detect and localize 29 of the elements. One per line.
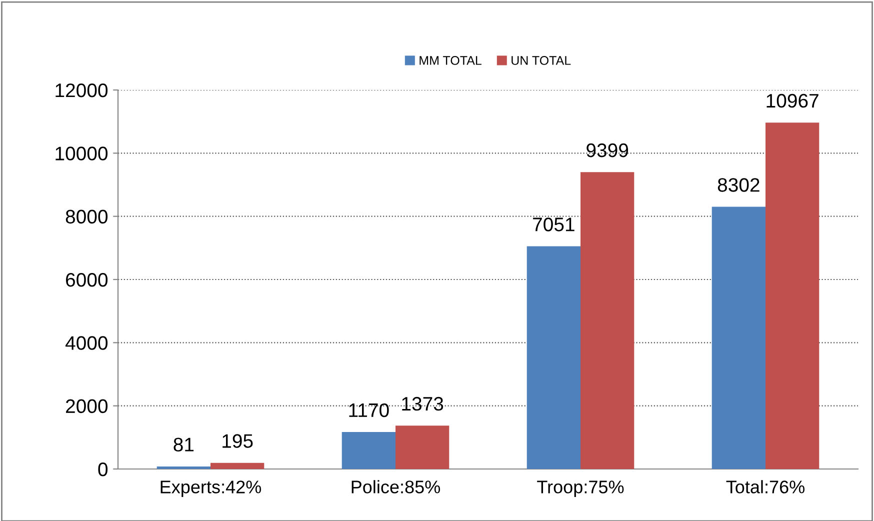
data-label: 1170 [349, 403, 389, 418]
legend-label: UN TOTAL [512, 56, 571, 65]
y-tick-label: 4000 [65, 336, 108, 350]
bar [396, 426, 450, 469]
y-tick-label: 2000 [66, 399, 108, 414]
data-label: 10967 [766, 94, 818, 108]
data-label: 195 [222, 434, 253, 448]
x-tick-label: Experts:42% [160, 480, 262, 497]
data-label: 81 [174, 438, 194, 452]
legend-label: MM TOTAL [420, 56, 482, 65]
bar [766, 122, 820, 469]
y-tick-label: 6000 [66, 272, 108, 287]
bar [156, 466, 210, 469]
bar [580, 172, 634, 469]
y-tick-label: 0 [98, 462, 108, 476]
y-tick-label: 8000 [66, 210, 108, 224]
y-tick-label: 10000 [56, 146, 108, 160]
data-label: 9399 [586, 143, 628, 158]
x-tick-label: Total:76% [726, 480, 805, 494]
bar [712, 206, 766, 469]
x-tick-label: Police:85% [352, 480, 440, 494]
data-label: 7051 [533, 218, 574, 232]
data-label: 8302 [718, 178, 760, 192]
bar [526, 246, 580, 469]
x-tick-label: Troop:75% [537, 480, 624, 497]
data-label: 1373 [402, 396, 444, 411]
bar [342, 432, 396, 469]
bar [210, 462, 264, 469]
y-tick-label: 12000 [56, 83, 108, 98]
